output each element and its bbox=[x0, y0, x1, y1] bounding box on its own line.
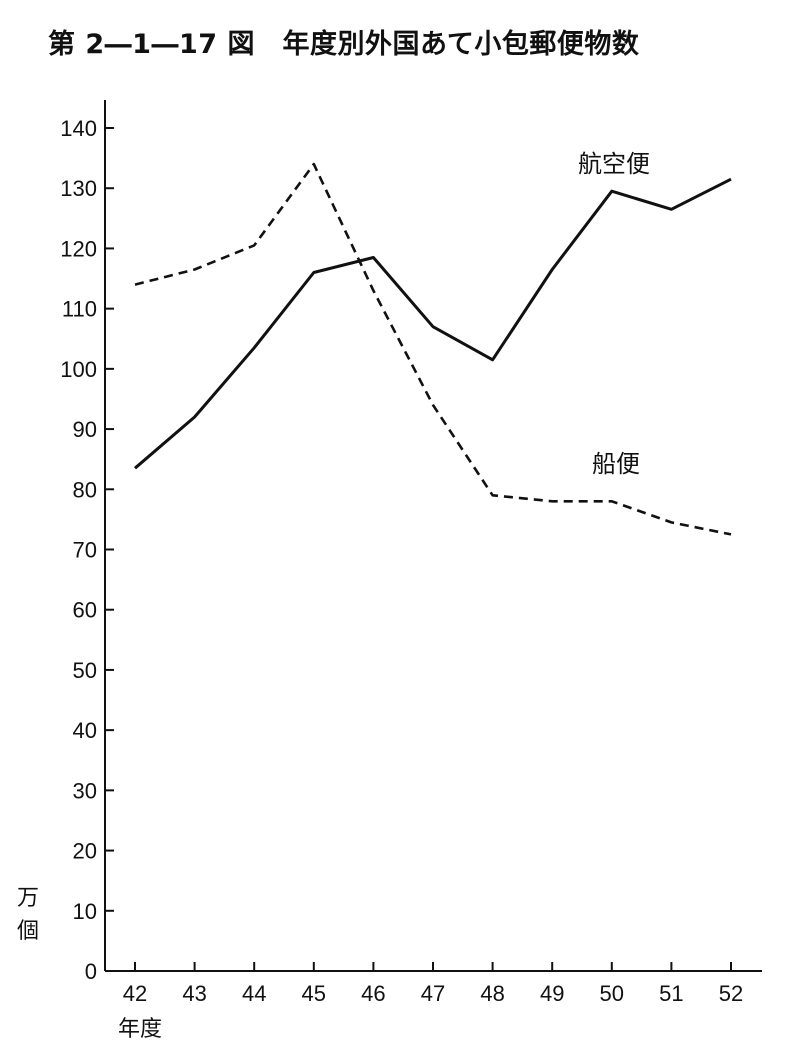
x-tick-label: 45 bbox=[302, 981, 326, 1006]
series-layer bbox=[134, 162, 732, 536]
x-tick-label: 46 bbox=[361, 981, 385, 1006]
y-tick-label: 50 bbox=[73, 658, 97, 683]
axes bbox=[104, 100, 762, 972]
y-tick-label: 90 bbox=[73, 417, 97, 442]
y-tick-label: 110 bbox=[62, 297, 97, 322]
y-tick-label: 0 bbox=[85, 959, 97, 984]
y-tick-label: 120 bbox=[60, 236, 97, 261]
x-ticks: 42 43 44 45 46 47 48 49 50 51 52 bbox=[123, 962, 743, 1006]
y-tick-label: 70 bbox=[73, 538, 97, 563]
x-tick-label: 42 bbox=[123, 981, 147, 1006]
y-tick-label: 130 bbox=[60, 176, 97, 201]
series-label-ship: 船便 bbox=[592, 450, 640, 478]
y-unit-label-bottom: 個 bbox=[17, 919, 39, 944]
x-tick-label: 47 bbox=[421, 981, 445, 1006]
y-unit-label-top: 万 bbox=[17, 886, 39, 911]
series-line-ship bbox=[134, 162, 732, 536]
series-line-air bbox=[134, 177, 732, 470]
y-ticks: 0 10 20 30 40 50 60 70 80 90 100 110 120 130 140 bbox=[60, 116, 114, 984]
y-tick-label: 60 bbox=[73, 598, 97, 623]
y-tick-label: 40 bbox=[73, 718, 97, 743]
y-tick-label: 100 bbox=[60, 357, 97, 382]
y-tick-label: 80 bbox=[73, 477, 97, 502]
x-tick-label: 51 bbox=[659, 981, 683, 1006]
x-tick-label: 49 bbox=[540, 981, 564, 1006]
x-tick-label: 44 bbox=[242, 981, 266, 1006]
labels: 航空便 船便 万 個 年度 bbox=[17, 150, 650, 1042]
y-tick-label: 10 bbox=[73, 899, 97, 924]
y-tick-label: 20 bbox=[73, 839, 97, 864]
chart-title: 第 2―1―17 図 年度別外国あて小包郵便物数 bbox=[48, 29, 640, 60]
series-label-air: 航空便 bbox=[578, 150, 650, 178]
y-tick-label: 140 bbox=[60, 116, 97, 141]
x-tick-label: 48 bbox=[480, 981, 504, 1006]
x-unit-label: 年度 bbox=[118, 1017, 162, 1042]
x-tick-label: 43 bbox=[182, 981, 206, 1006]
x-tick-label: 50 bbox=[600, 981, 624, 1006]
x-tick-label: 52 bbox=[719, 981, 743, 1006]
y-tick-label: 30 bbox=[73, 778, 97, 803]
